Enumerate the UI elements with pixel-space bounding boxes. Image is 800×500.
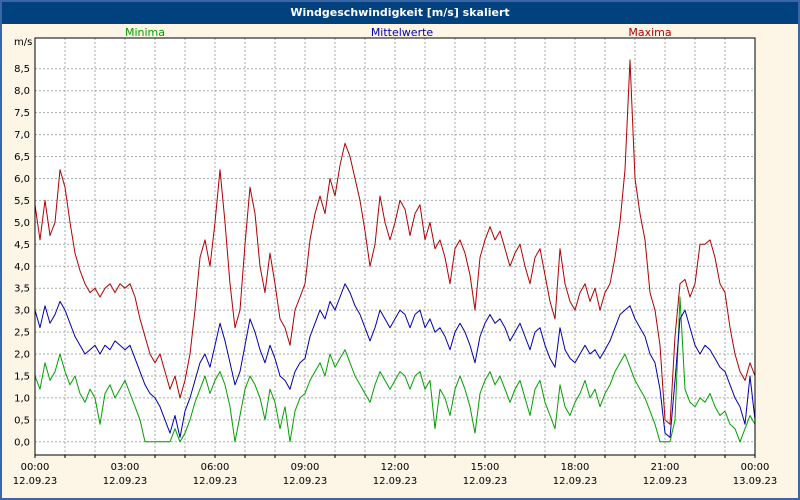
y-tick-label: 3,5	[14, 284, 30, 295]
x-tick-label: 09:00	[291, 462, 320, 473]
x-tick-label: 06:00	[201, 462, 230, 473]
legend-maxima: Maxima	[628, 26, 672, 39]
y-tick-label: 8,0	[14, 86, 30, 97]
window-title: Windgeschwindigkeit [m/s] skaliert	[2, 2, 798, 24]
x-date-label: 12.09.23	[553, 476, 598, 487]
x-tick-label: 00:00	[21, 462, 50, 473]
series-minima	[34, 296, 756, 443]
y-tick-label: 6,5	[14, 152, 30, 163]
wind-chart: 8,5 8,0 7,5 7,0 6,5 6,0 5,5 5,0 4,5 4,0 3,5 3,0 2,5 2…	[13, 37, 778, 487]
legend-minima: Minima	[124, 26, 166, 39]
x-date-label: 12.09.23	[463, 476, 508, 487]
x-date-label: 12.09.23	[13, 476, 58, 487]
x-tick-label: 18:00	[561, 462, 590, 473]
x-tick-label: 00:00	[741, 462, 770, 473]
y-tick-label: 3,0	[14, 306, 30, 317]
y-tick-label: 2,0	[14, 350, 30, 361]
legend-mittelwerte: Mittelwerte	[370, 26, 434, 39]
y-tick-label: 5,5	[14, 196, 30, 207]
y-axis-unit-label: m/s	[14, 37, 33, 48]
x-date-label: 12.09.23	[103, 476, 148, 487]
y-tick-label: 5,0	[14, 218, 30, 229]
x-date-label: 13.09.23	[733, 476, 778, 487]
x-date-label: 12.09.23	[283, 476, 328, 487]
y-tick-label: 1,5	[14, 372, 30, 383]
y-tick-label: 4,5	[14, 240, 30, 251]
y-tick-label: 2,5	[14, 328, 30, 339]
y-tick-label: 0,5	[14, 415, 30, 426]
x-tick-label: 12:00	[381, 462, 410, 473]
y-tick-label: 1,0	[14, 393, 30, 404]
y-tick-label: 6,0	[14, 174, 30, 185]
y-tick-label: 0,0	[14, 437, 30, 448]
x-tick-label: 21:00	[651, 462, 680, 473]
y-tick-label: 8,5	[14, 64, 30, 75]
y-tick-label: 4,0	[14, 262, 30, 273]
series-maxima	[34, 59, 756, 425]
series-mittelwerte	[34, 283, 756, 438]
y-tick-label: 7,5	[14, 108, 30, 119]
x-tick-label: 15:00	[471, 462, 500, 473]
x-date-label: 12.09.23	[193, 476, 238, 487]
x-tick-label: 03:00	[111, 462, 140, 473]
x-date-label: 12.09.23	[643, 476, 688, 487]
y-tick-label: 7,0	[14, 130, 30, 141]
x-date-label: 12.09.23	[373, 476, 418, 487]
